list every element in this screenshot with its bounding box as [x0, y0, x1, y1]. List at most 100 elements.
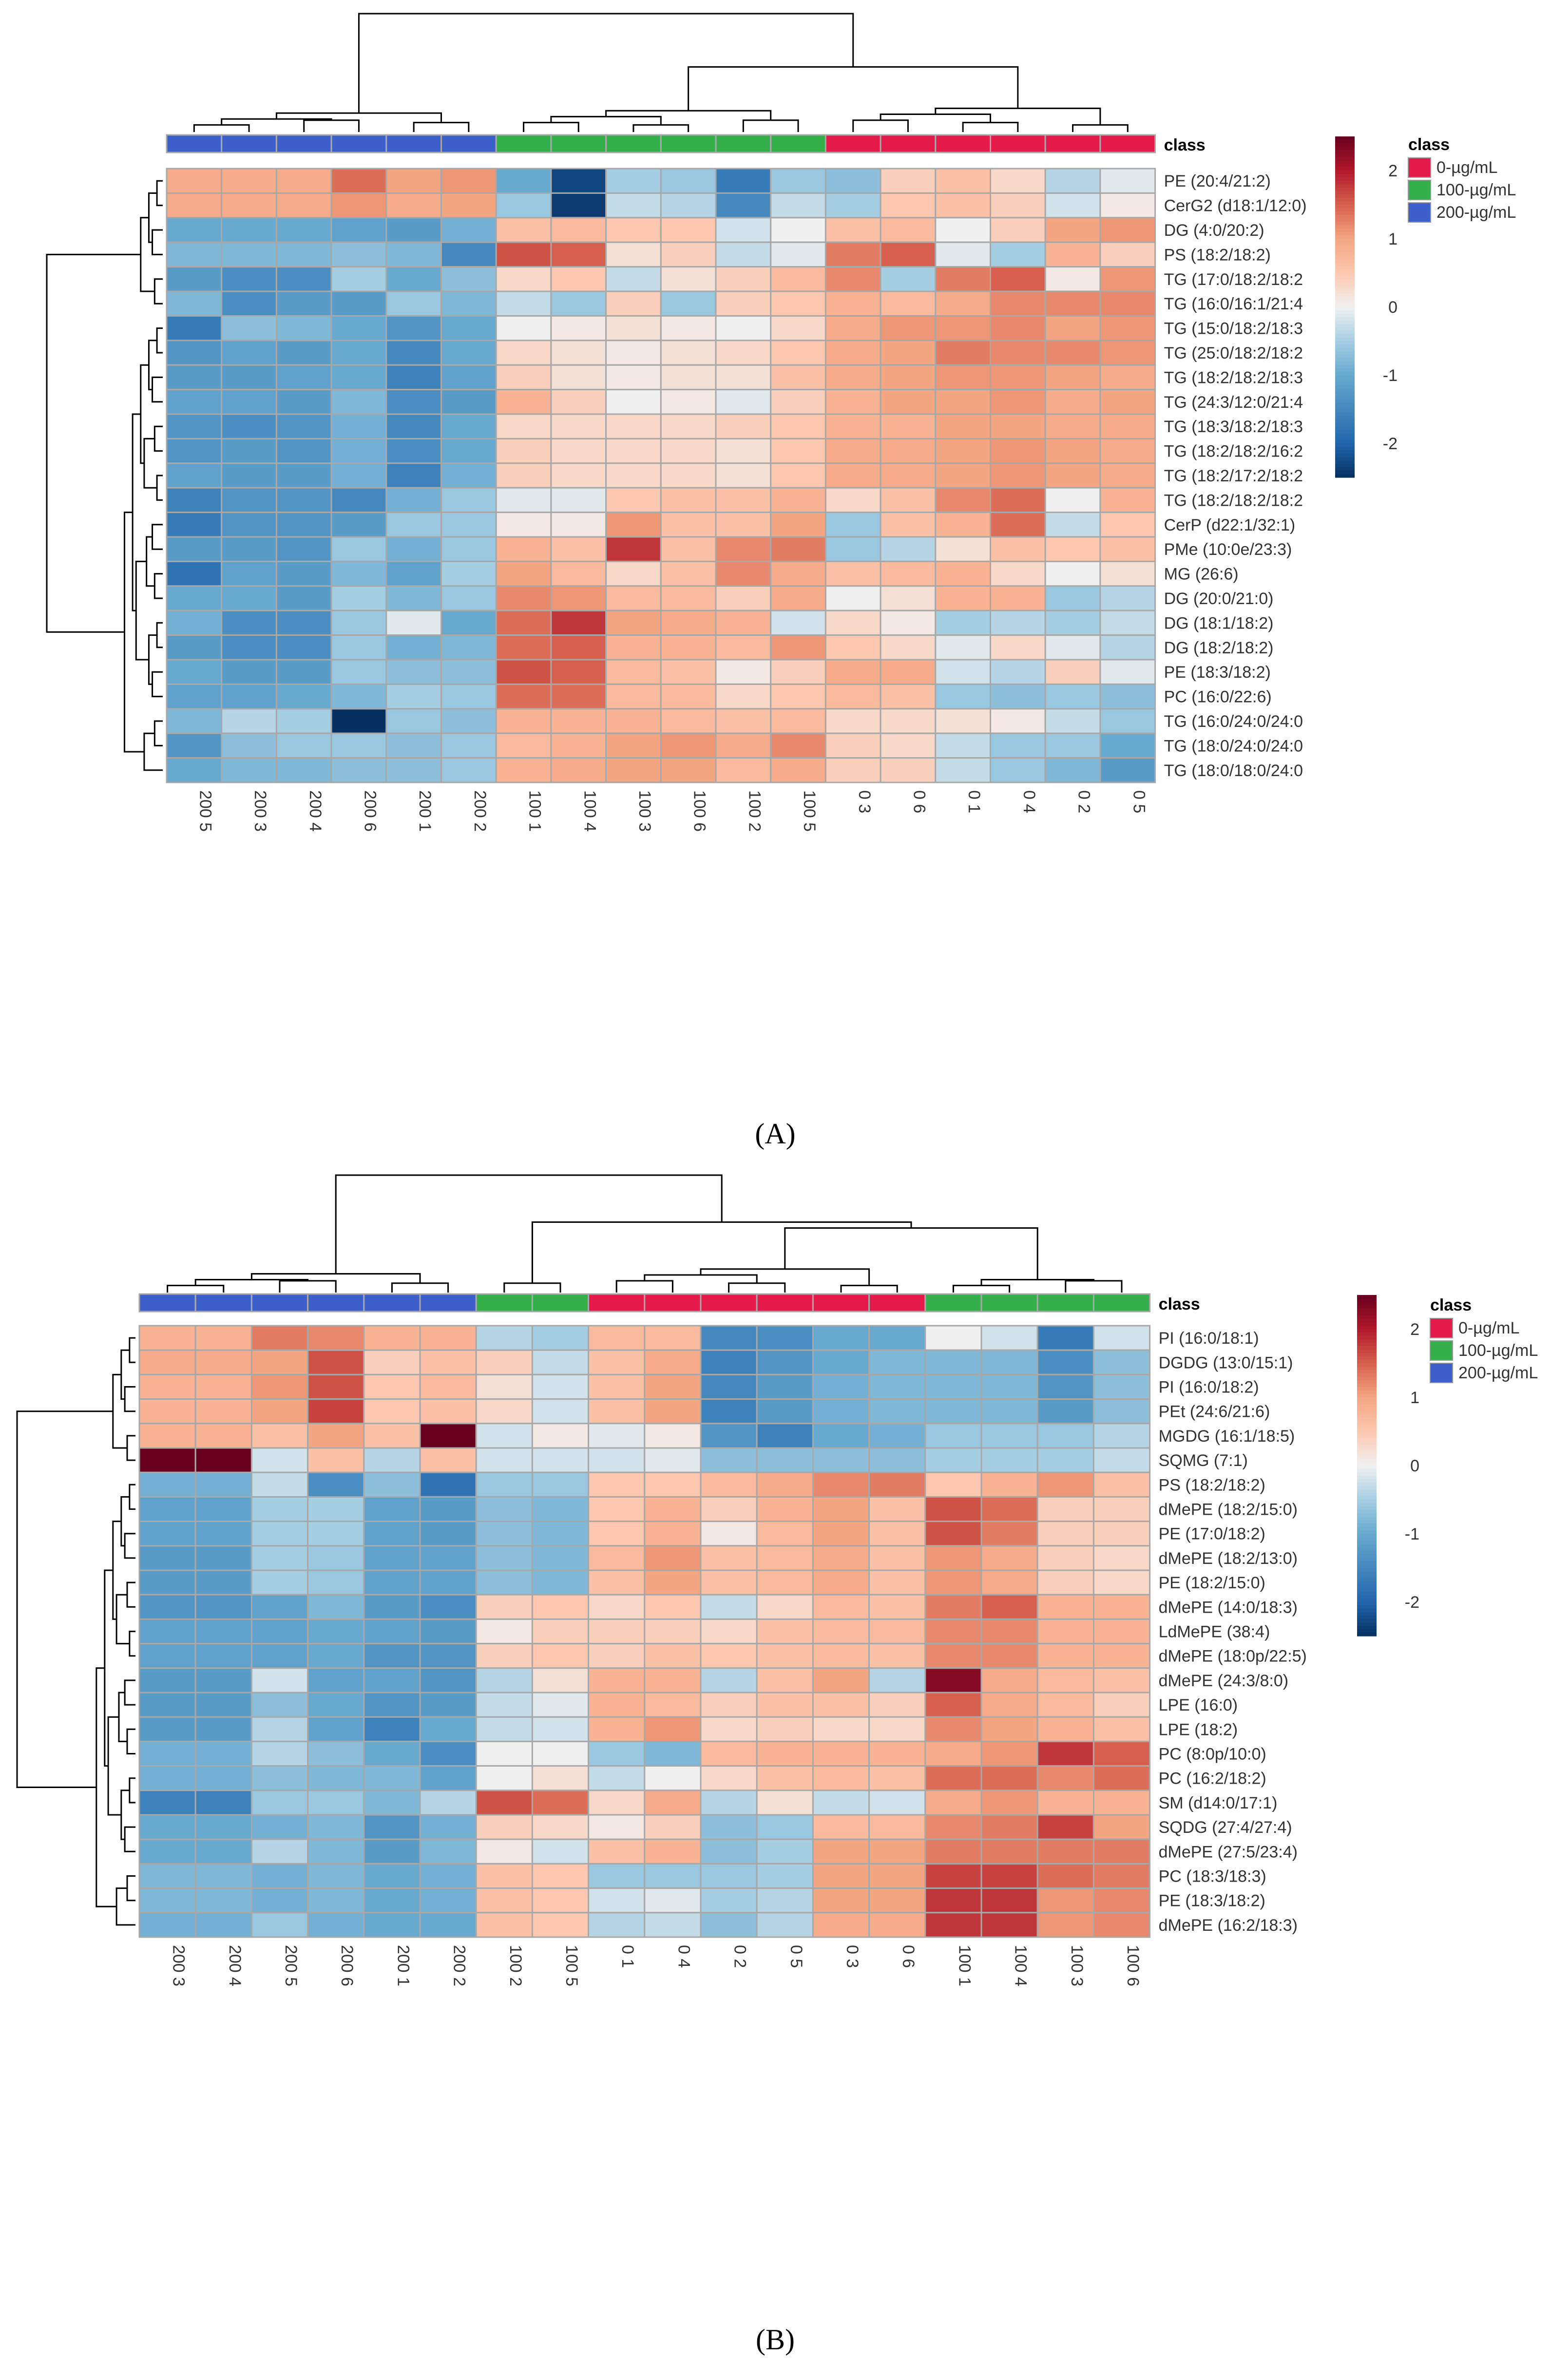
heatmap-cell: [1036, 1887, 1094, 1914]
dendrogram-branch: [156, 475, 163, 501]
heatmap-cell: [1092, 1398, 1151, 1425]
colorbar-segment: [1335, 321, 1355, 324]
row-label: SQMG (7:1): [1159, 1451, 1248, 1470]
heatmap-cell: [1092, 1373, 1151, 1400]
heatmap-cell: [275, 389, 332, 415]
colorbar-segment: [1357, 1333, 1377, 1336]
heatmap-cell: [868, 1325, 926, 1351]
colorbar: 2 1 0 -1 -2: [1335, 136, 1398, 478]
colorbar-segment: [1357, 1421, 1377, 1425]
heatmap-cell: [1044, 683, 1101, 710]
heatmap-cell: [990, 413, 1046, 439]
class-annotation-cell: [660, 134, 717, 153]
colorbar-segment: [1335, 471, 1355, 475]
heatmap-cell: [770, 609, 826, 636]
column-label: 0 6: [910, 790, 928, 813]
heatmap-cell: [700, 1838, 758, 1865]
colorbar-segment: [1335, 286, 1355, 290]
heatmap-cell: [307, 1373, 365, 1400]
class-legend: class 0-µg/mL 100-µg/mL 200-µg/mL: [1408, 135, 1516, 223]
heatmap-cell: [700, 1912, 758, 1938]
heatmap-cell: [138, 1667, 196, 1694]
heatmap-cell: [880, 438, 937, 464]
heatmap-cell: [194, 1471, 252, 1498]
colorbar-segment: [1335, 153, 1355, 157]
heatmap-cell: [330, 290, 387, 317]
heatmap-cell: [363, 1887, 421, 1914]
colorbar-segment: [1357, 1568, 1377, 1572]
heatmap-cell: [307, 1692, 365, 1718]
heatmap-cell: [990, 438, 1046, 464]
row-label: MGDG (16:1/18:5): [1159, 1427, 1295, 1446]
colorbar-segment: [1357, 1339, 1377, 1343]
heatmap-cell: [756, 1716, 814, 1742]
heatmap-cell: [980, 1496, 1038, 1523]
heatmap-cell: [1092, 1765, 1151, 1791]
colorbar-segment: [1335, 297, 1355, 301]
column-label: 0 5: [1130, 790, 1148, 813]
heatmap-cell: [495, 217, 552, 243]
heatmap-cell: [812, 1618, 870, 1645]
heatmap-cell: [1036, 1521, 1094, 1547]
heatmap-cell: [250, 1545, 309, 1571]
heatmap-cell: [250, 1692, 309, 1718]
colorbar-segment: [1335, 348, 1355, 352]
class-annotation-cell: [138, 1293, 196, 1313]
heatmap-cell: [194, 1765, 252, 1791]
colorbar-segment: [1357, 1397, 1377, 1401]
heatmap-cell: [756, 1569, 814, 1596]
heatmap-cell: [824, 487, 881, 514]
heatmap-cell: [363, 1838, 421, 1865]
colorbar-segment: [1357, 1343, 1377, 1347]
column-label: 100 5: [562, 1945, 581, 1986]
heatmap-cell: [385, 609, 442, 636]
dendrogram-branch: [124, 1386, 135, 1412]
heatmap-cell: [980, 1471, 1038, 1498]
class-annotation-cell: [644, 1293, 702, 1313]
heatmap-cell: [495, 683, 552, 710]
heatmap-cell: [1044, 708, 1101, 734]
heatmap-cell: [1036, 1863, 1094, 1889]
heatmap-cell: [715, 462, 772, 489]
heatmap-cell: [138, 1569, 196, 1596]
dendrogram-branch: [880, 114, 991, 123]
heatmap-cell: [824, 389, 881, 415]
heatmap-cell: [588, 1447, 646, 1473]
heatmap-cell: [138, 1325, 196, 1351]
colorbar-segment: [1357, 1309, 1377, 1313]
heatmap-cell: [385, 389, 442, 415]
row-label: PE (17:0/18:2): [1159, 1525, 1265, 1543]
colorbar-segment: [1357, 1438, 1377, 1442]
heatmap-cell: [475, 1569, 533, 1596]
class-annotation-cell: [880, 134, 937, 153]
column-label: 0 3: [855, 790, 874, 813]
row-label: PMe (10:0e/23:3): [1164, 540, 1292, 559]
heatmap-cell: [250, 1569, 309, 1596]
heatmap-cell: [1044, 241, 1101, 268]
heatmap-cell: [1099, 536, 1156, 562]
colorbar-segment: [1357, 1363, 1377, 1367]
heatmap-cell: [221, 266, 277, 292]
heatmap-cell: [770, 659, 826, 685]
heatmap-cell: [868, 1716, 926, 1742]
heatmap-cell: [419, 1887, 477, 1914]
colorbar-segment: [1357, 1513, 1377, 1517]
heatmap-cell: [1044, 389, 1101, 415]
colorbar-segment: [1335, 194, 1355, 198]
heatmap-cell: [824, 708, 881, 734]
class-annotation-cell: [756, 1293, 814, 1313]
colorbar-segment: [1335, 263, 1355, 267]
colorbar-segment: [1335, 396, 1355, 400]
heatmap-cell: [605, 266, 662, 292]
heatmap-cell: [419, 1838, 477, 1865]
heatmap-cell: [550, 168, 607, 194]
heatmap-cell: [475, 1863, 533, 1889]
colorbar-segment: [1335, 184, 1355, 188]
heatmap-cell: [166, 462, 223, 489]
dendrogram-branch: [124, 1679, 135, 1706]
heatmap-cell: [419, 1521, 477, 1547]
row-label: PE (18:3/18:2): [1159, 1892, 1265, 1910]
column-label: 0 3: [843, 1945, 862, 1968]
dendrogram-branch: [852, 119, 909, 132]
heatmap-cell: [531, 1398, 590, 1425]
